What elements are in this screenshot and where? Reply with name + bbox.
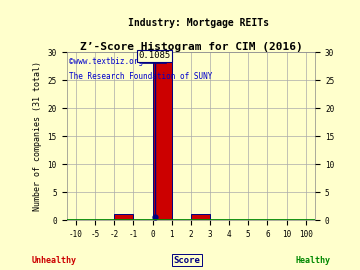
Text: Score: Score: [174, 256, 201, 265]
Bar: [153, 58, 172, 220]
Text: ©www.textbiz.org: ©www.textbiz.org: [69, 57, 143, 66]
Text: Industry: Mortgage REITs: Industry: Mortgage REITs: [127, 18, 269, 28]
Title: Z’-Score Histogram for CIM (2016): Z’-Score Histogram for CIM (2016): [80, 42, 302, 52]
Text: The Research Foundation of SUNY: The Research Foundation of SUNY: [69, 72, 212, 81]
Bar: [191, 214, 210, 220]
Text: Healthy: Healthy: [296, 256, 331, 265]
Bar: [114, 214, 134, 220]
Y-axis label: Number of companies (31 total): Number of companies (31 total): [33, 61, 42, 211]
Text: 0.1085: 0.1085: [139, 51, 171, 60]
Text: Unhealthy: Unhealthy: [32, 256, 76, 265]
